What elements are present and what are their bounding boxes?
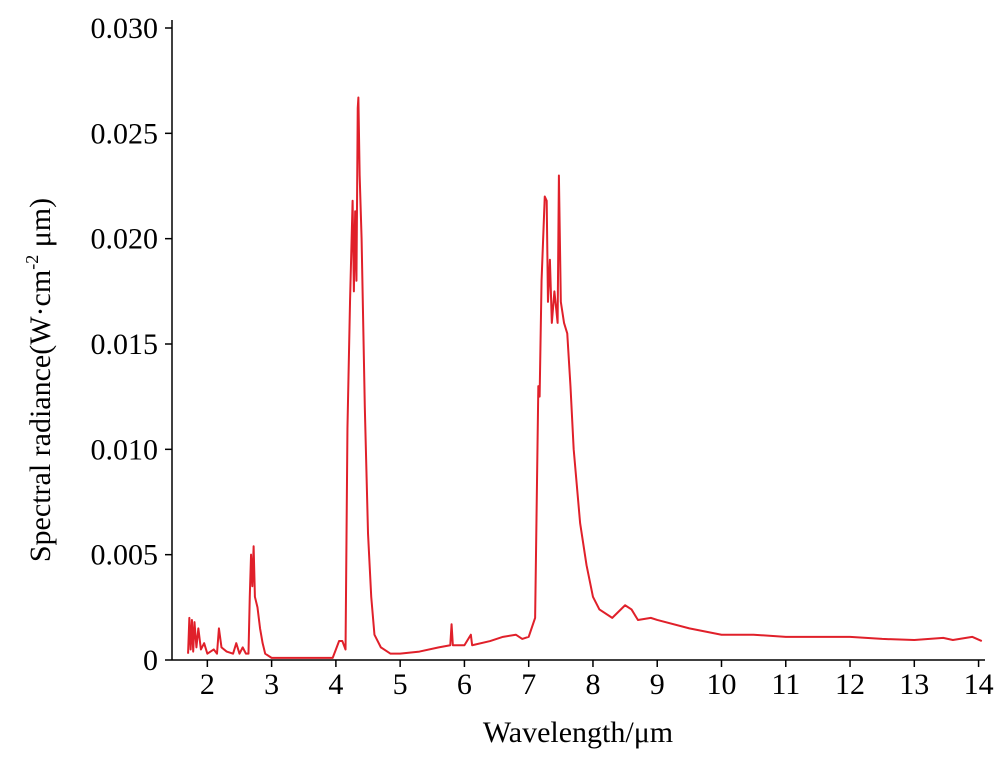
x-tick-label: 5 <box>393 668 408 701</box>
y-axis-label: Spectral radiance(W·cm-2 μm) <box>22 198 57 562</box>
x-axis-label: Wavelength/μm <box>483 716 673 749</box>
data-line <box>187 96 983 659</box>
y-axis-label-part: μm) <box>24 198 57 255</box>
y-tick-label: 0.020 <box>91 223 159 256</box>
x-tick-label: 13 <box>899 668 929 701</box>
y-tick-label: 0.015 <box>91 328 159 361</box>
y-tick-label: 0.010 <box>91 433 159 466</box>
x-tick-label: 14 <box>964 668 994 701</box>
x-tick-label: 8 <box>585 668 600 701</box>
x-tick-label: 6 <box>457 668 472 701</box>
x-tick-label: 7 <box>521 668 536 701</box>
x-tick-label: 12 <box>835 668 865 701</box>
y-axis-label-sup: -2 <box>22 255 42 270</box>
x-tick-label: 3 <box>264 668 279 701</box>
x-tick-label: 2 <box>200 668 215 701</box>
x-tick-label: 11 <box>771 668 800 701</box>
x-tick-label: 9 <box>650 668 665 701</box>
y-tick-label: 0.025 <box>91 117 159 150</box>
y-axis-label-part: Spectral radiance(W·cm <box>24 270 57 562</box>
x-tick-label: 4 <box>328 668 343 701</box>
y-tick-label: 0.030 <box>91 12 159 45</box>
y-tick-label: 0.005 <box>91 539 159 572</box>
x-tick-label: 10 <box>706 668 736 701</box>
y-tick-label: 0 <box>143 644 158 677</box>
